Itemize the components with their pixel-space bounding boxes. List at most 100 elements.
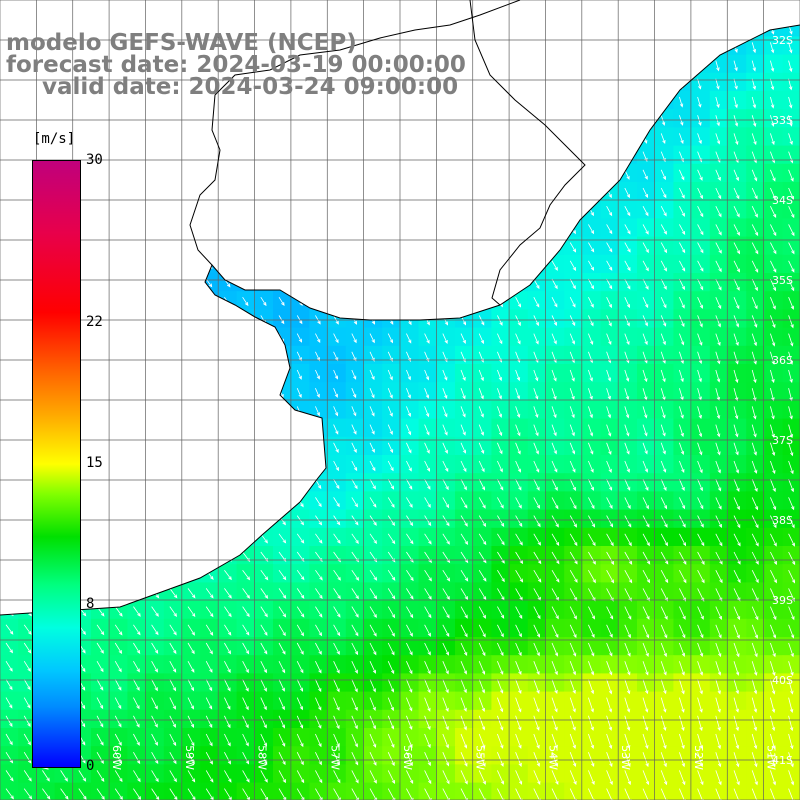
wind-speed-cell bbox=[509, 673, 529, 693]
wind-speed-cell bbox=[182, 254, 201, 274]
wind-vector bbox=[660, 661, 667, 676]
wind-speed-cell bbox=[291, 473, 310, 492]
wind-speed-cell bbox=[618, 36, 638, 56]
wind-speed-cell bbox=[400, 436, 420, 456]
wind-vector bbox=[96, 569, 105, 580]
wind-speed-cell bbox=[273, 109, 292, 128]
wind-vector bbox=[770, 679, 776, 695]
wind-vector bbox=[42, 114, 48, 124]
longitude-label: 55W bbox=[474, 745, 487, 770]
wind-speed-cell bbox=[782, 364, 800, 383]
wind-vector bbox=[133, 770, 141, 783]
wind-speed-cell bbox=[200, 473, 219, 492]
wind-speed-cell bbox=[364, 382, 383, 401]
wind-speed-cell bbox=[291, 291, 310, 310]
wind-speed-cell bbox=[728, 618, 747, 638]
wind-vector bbox=[551, 333, 557, 345]
wind-vector bbox=[114, 733, 122, 746]
wind-speed-cell bbox=[509, 764, 529, 784]
wind-vector bbox=[260, 697, 267, 711]
wind-vector bbox=[515, 442, 521, 455]
wind-vector bbox=[551, 260, 558, 271]
wind-vector bbox=[23, 151, 30, 160]
wind-speed-cell bbox=[236, 491, 256, 511]
wind-vector bbox=[205, 333, 212, 343]
wind-speed-cell bbox=[509, 364, 529, 383]
wind-speed-cell bbox=[473, 473, 492, 492]
wind-vector bbox=[23, 679, 31, 691]
wind-vector bbox=[369, 406, 375, 417]
wind-speed-cell bbox=[182, 546, 201, 565]
wind-vector bbox=[151, 296, 158, 306]
wind-speed-cell bbox=[764, 764, 784, 784]
wind-speed-cell bbox=[764, 600, 784, 620]
wind-speed-cell bbox=[509, 109, 529, 128]
wind-vector bbox=[406, 151, 411, 161]
wind-vector bbox=[497, 369, 502, 382]
wind-speed-cell bbox=[546, 782, 565, 800]
wind-vector bbox=[260, 187, 267, 197]
wind-speed-cell bbox=[709, 564, 729, 583]
wind-speed-cell bbox=[600, 527, 620, 547]
wind-vector bbox=[114, 551, 123, 562]
wind-vector bbox=[387, 569, 396, 581]
wind-speed-cell bbox=[436, 400, 456, 420]
wind-speed-cell bbox=[327, 382, 347, 401]
wind-vector bbox=[5, 169, 12, 178]
wind-speed-cell bbox=[637, 291, 656, 310]
wind-vector bbox=[278, 679, 285, 692]
wind-speed-cell bbox=[436, 327, 456, 347]
wind-vector bbox=[606, 133, 611, 144]
wind-vector bbox=[606, 169, 612, 180]
wind-vector bbox=[788, 679, 794, 695]
wind-vector bbox=[733, 224, 740, 236]
wind-vector bbox=[697, 606, 704, 620]
wind-speed-cell bbox=[182, 364, 201, 383]
wind-vector bbox=[478, 60, 483, 70]
wind-speed-cell bbox=[600, 673, 620, 693]
wind-speed-cell bbox=[309, 473, 329, 492]
wind-vector bbox=[733, 661, 740, 676]
wind-speed-cell bbox=[109, 273, 128, 292]
wind-speed-cell bbox=[782, 127, 800, 147]
wind-vector bbox=[296, 333, 303, 343]
wind-vector bbox=[424, 770, 432, 785]
wind-vector bbox=[23, 442, 31, 452]
wind-speed-cell bbox=[0, 673, 19, 693]
wind-vector bbox=[334, 6, 338, 13]
wind-speed-cell bbox=[709, 546, 729, 565]
wind-speed-cell bbox=[600, 473, 620, 492]
wind-vector bbox=[515, 715, 522, 731]
wind-speed-cell bbox=[509, 72, 529, 92]
wind-vector bbox=[751, 770, 758, 786]
wind-speed-cell bbox=[728, 127, 747, 147]
wind-speed-cell bbox=[491, 382, 511, 401]
wind-vector bbox=[260, 770, 268, 783]
wind-speed-cell bbox=[655, 327, 674, 347]
wind-vector bbox=[715, 169, 721, 182]
wind-speed-cell bbox=[618, 782, 638, 800]
wind-speed-cell bbox=[473, 582, 492, 602]
wind-vector bbox=[315, 497, 322, 508]
wind-speed-cell bbox=[0, 273, 19, 292]
wind-vector bbox=[770, 497, 777, 511]
wind-speed-cell bbox=[291, 746, 310, 765]
wind-vector bbox=[23, 751, 32, 764]
wind-vector bbox=[224, 369, 230, 380]
wind-speed-cell bbox=[491, 309, 511, 329]
wind-speed-cell bbox=[455, 564, 474, 583]
wind-speed-cell bbox=[18, 91, 37, 110]
wind-speed-cell bbox=[637, 218, 656, 238]
wind-vector bbox=[788, 242, 795, 255]
wind-speed-cell bbox=[327, 400, 347, 420]
wind-vector bbox=[588, 369, 593, 382]
wind-vector bbox=[315, 115, 320, 124]
wind-speed-cell bbox=[618, 637, 638, 656]
wind-vector bbox=[369, 260, 376, 270]
wind-vector bbox=[23, 788, 33, 800]
wind-speed-cell bbox=[655, 509, 674, 529]
wind-speed-cell bbox=[273, 564, 292, 583]
wind-speed-cell bbox=[436, 163, 456, 183]
wind-speed-cell bbox=[109, 145, 128, 165]
